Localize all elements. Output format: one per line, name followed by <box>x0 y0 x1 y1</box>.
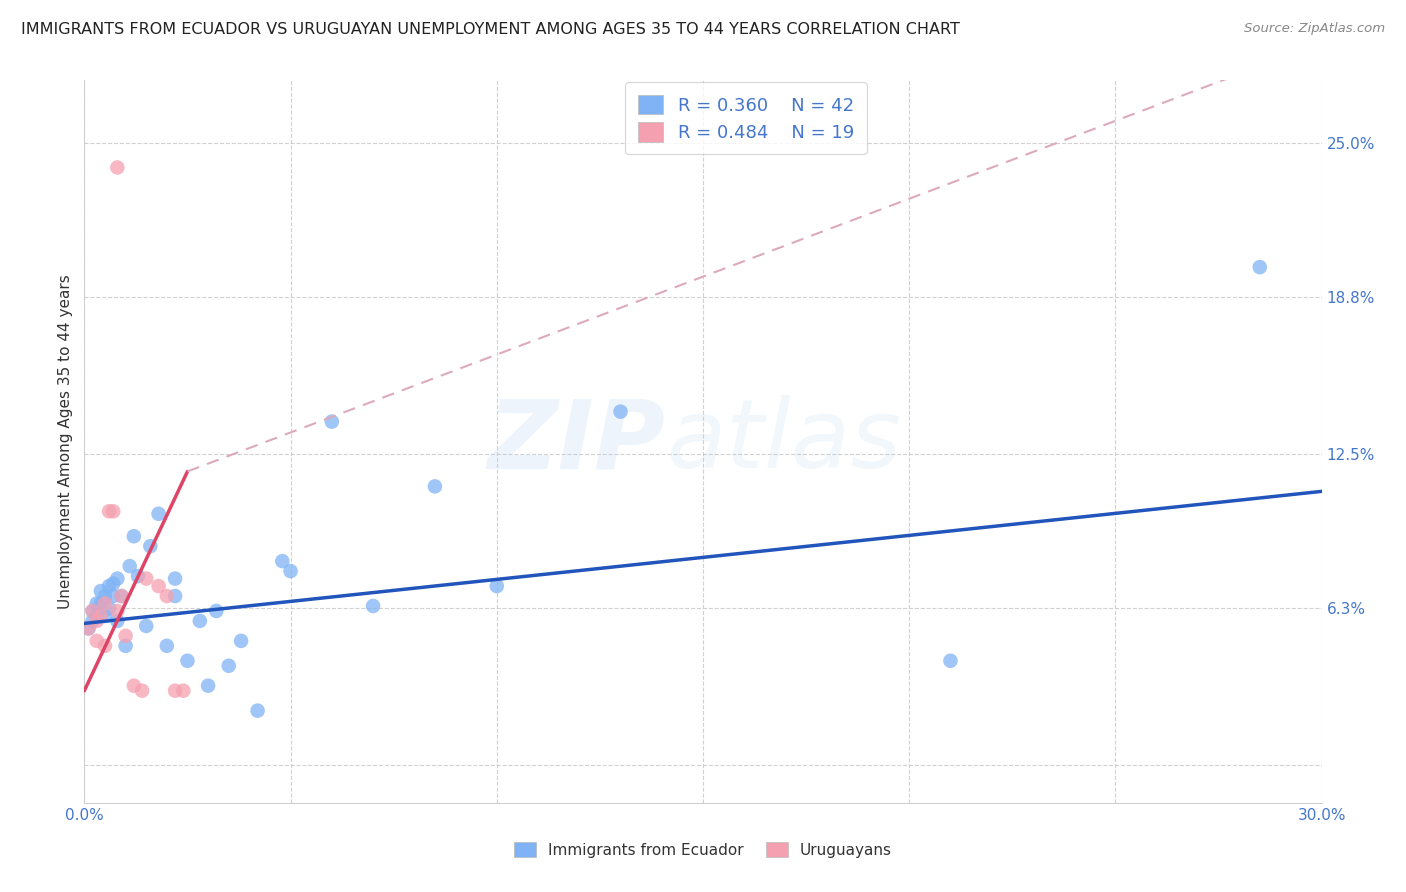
Point <box>114 629 136 643</box>
Point <box>423 479 446 493</box>
Point <box>148 507 170 521</box>
Point <box>103 576 125 591</box>
Point <box>98 601 121 615</box>
Point <box>148 579 170 593</box>
Point <box>94 639 117 653</box>
Text: atlas: atlas <box>666 395 901 488</box>
Point <box>135 572 157 586</box>
Point <box>98 504 121 518</box>
Point <box>361 599 384 613</box>
Point <box>98 579 121 593</box>
Point <box>105 614 128 628</box>
Point <box>229 633 252 648</box>
Point <box>110 589 132 603</box>
Point <box>110 589 132 603</box>
Point <box>122 679 145 693</box>
Point <box>103 589 125 603</box>
Point <box>82 604 104 618</box>
Point <box>188 614 211 628</box>
Point <box>82 614 104 628</box>
Point <box>77 621 100 635</box>
Point <box>118 559 141 574</box>
Point <box>90 609 112 624</box>
Point <box>205 604 228 618</box>
Point <box>86 609 108 624</box>
Point <box>1249 260 1271 274</box>
Point <box>86 597 108 611</box>
Point <box>77 621 100 635</box>
Point <box>131 683 153 698</box>
Point <box>156 639 179 653</box>
Point <box>271 554 294 568</box>
Point <box>105 572 128 586</box>
Point <box>86 633 108 648</box>
Point <box>105 604 128 618</box>
Point <box>321 415 343 429</box>
Point <box>94 597 117 611</box>
Point <box>105 161 128 175</box>
Point <box>94 609 117 624</box>
Point <box>135 619 157 633</box>
Point <box>280 564 302 578</box>
Text: IMMIGRANTS FROM ECUADOR VS URUGUAYAN UNEMPLOYMENT AMONG AGES 35 TO 44 YEARS CORR: IMMIGRANTS FROM ECUADOR VS URUGUAYAN UNE… <box>21 22 960 37</box>
Point <box>114 639 136 653</box>
Point <box>103 504 125 518</box>
Point <box>82 604 104 618</box>
Point <box>156 589 179 603</box>
Point <box>165 572 187 586</box>
Point <box>165 589 187 603</box>
Point <box>176 654 198 668</box>
Point <box>939 654 962 668</box>
Point <box>609 404 631 418</box>
Point <box>246 704 269 718</box>
Point <box>197 679 219 693</box>
Point <box>90 597 112 611</box>
Point <box>139 539 162 553</box>
Legend: Immigrants from Ecuador, Uruguayans: Immigrants from Ecuador, Uruguayans <box>508 836 898 863</box>
Y-axis label: Unemployment Among Ages 35 to 44 years: Unemployment Among Ages 35 to 44 years <box>58 274 73 609</box>
Point <box>94 589 117 603</box>
Text: Source: ZipAtlas.com: Source: ZipAtlas.com <box>1244 22 1385 36</box>
Point <box>172 683 194 698</box>
Point <box>127 569 149 583</box>
Point <box>218 658 240 673</box>
Point <box>485 579 508 593</box>
Point <box>165 683 187 698</box>
Point <box>86 614 108 628</box>
Point <box>90 584 112 599</box>
Text: ZIP: ZIP <box>488 395 666 488</box>
Point <box>122 529 145 543</box>
